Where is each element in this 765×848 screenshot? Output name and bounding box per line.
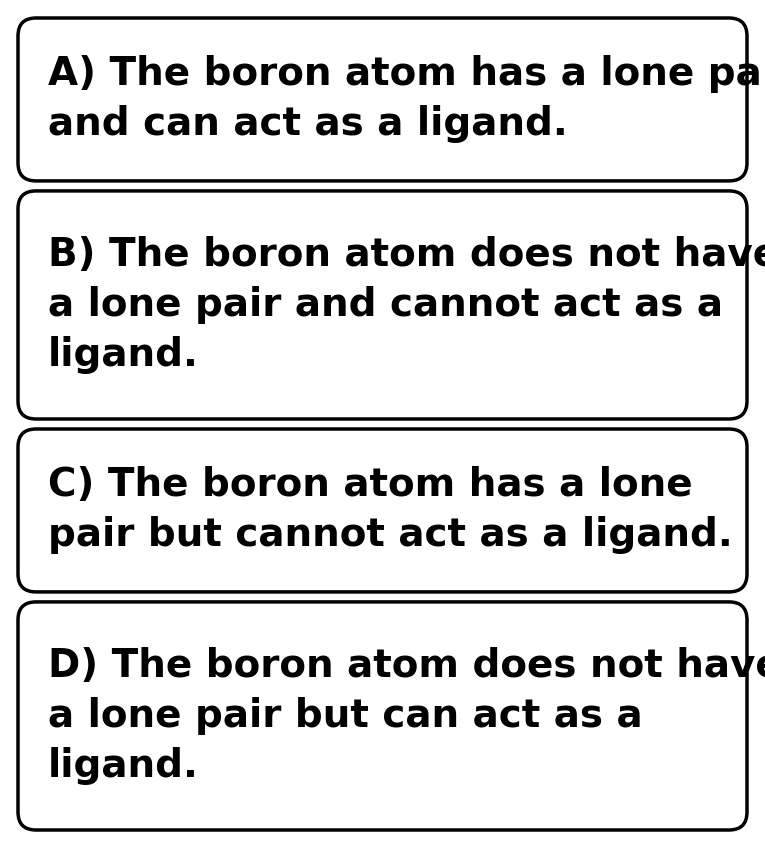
- Text: C) The boron atom has a lone
pair but cannot act as a ligand.: C) The boron atom has a lone pair but ca…: [48, 466, 733, 555]
- FancyBboxPatch shape: [18, 191, 747, 419]
- Text: D) The boron atom does not have
a lone pair but can act as a
ligand.: D) The boron atom does not have a lone p…: [48, 647, 765, 785]
- FancyBboxPatch shape: [18, 429, 747, 592]
- Text: B) The boron atom does not have
a lone pair and cannot act as a
ligand.: B) The boron atom does not have a lone p…: [48, 236, 765, 374]
- FancyBboxPatch shape: [18, 18, 747, 181]
- Text: A) The boron atom has a lone pair
and can act as a ligand.: A) The boron atom has a lone pair and ca…: [48, 55, 765, 143]
- FancyBboxPatch shape: [18, 602, 747, 830]
